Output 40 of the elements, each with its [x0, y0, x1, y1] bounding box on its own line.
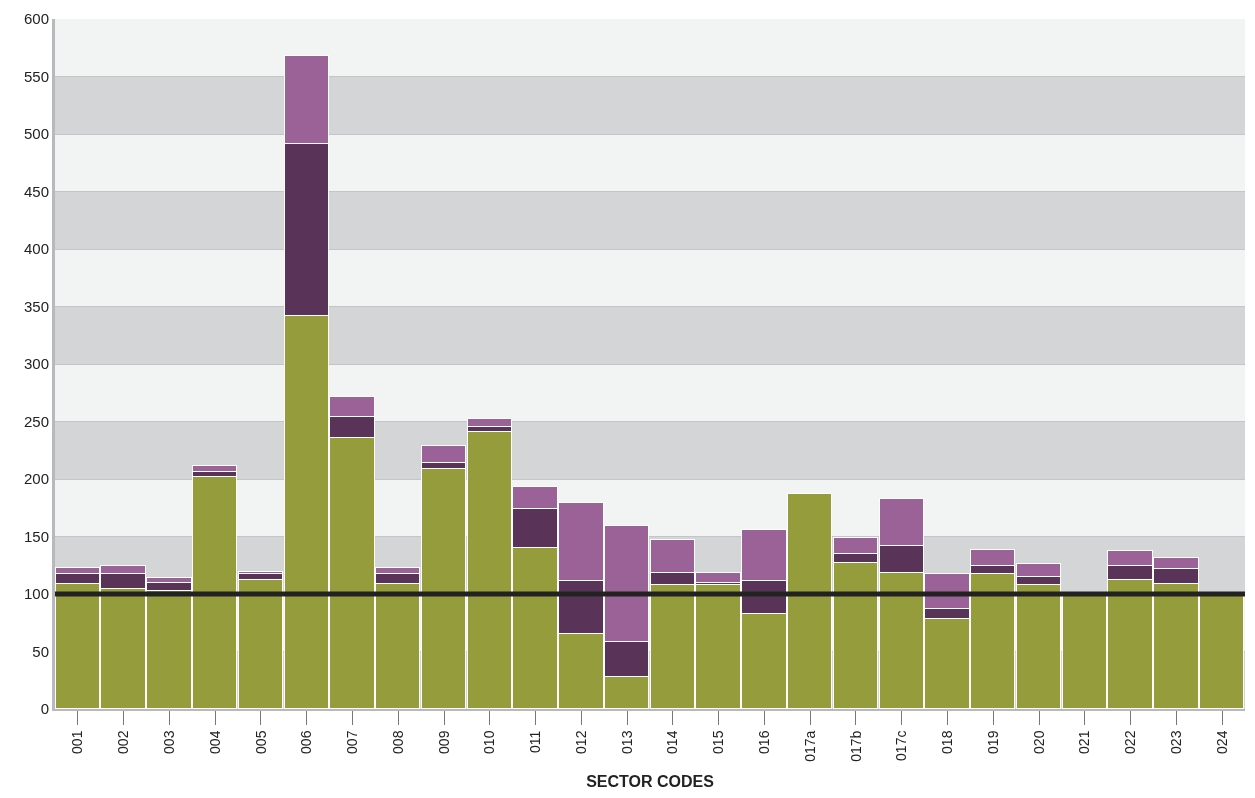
x-tick-label: 005	[252, 730, 269, 754]
y-tick-label: 250	[23, 412, 49, 430]
x-tick-label: 022	[1122, 730, 1139, 754]
x-tick-label: 018	[939, 730, 956, 754]
y-tick-label: 50	[32, 642, 49, 660]
y-tick-label: 200	[23, 470, 49, 488]
x-tick-label: 006	[298, 730, 315, 754]
x-tick-label: 014	[664, 730, 681, 754]
x-tick-label: 004	[206, 730, 223, 754]
y-tick-label: 400	[23, 240, 49, 258]
y-tick-label: 350	[23, 297, 49, 315]
x-tick-label: 009	[435, 730, 452, 754]
x-tick-label: 010	[481, 730, 498, 754]
y-tick-label: 150	[23, 527, 49, 545]
y-tick-label: 100	[23, 585, 49, 603]
x-tick-label: 008	[389, 730, 406, 754]
y-tick-label: 300	[23, 355, 49, 373]
x-tick-label: 024	[1213, 730, 1230, 754]
y-tick-label: 550	[23, 67, 49, 85]
x-tick-label: 007	[344, 730, 361, 754]
x-tick-label: 016	[755, 730, 772, 754]
x-tick-label: 012	[572, 730, 589, 754]
x-tick-label: 011	[527, 730, 544, 753]
y-tick-label: 450	[23, 182, 49, 200]
y-tick-label: 500	[23, 125, 49, 143]
x-tick-label: 017a	[801, 730, 818, 762]
x-tick-label: 013	[618, 730, 635, 754]
x-tick-label: 001	[69, 730, 86, 754]
x-axis-title: SECTOR CODES	[586, 772, 715, 790]
x-tick-label: 003	[160, 730, 177, 754]
x-tick-label: 017b	[847, 730, 864, 762]
x-tick-label: 002	[115, 730, 132, 754]
x-tick-label: 019	[984, 730, 1001, 754]
x-tick-label: 020	[1030, 730, 1047, 754]
x-tick-label: 017c	[893, 730, 910, 761]
x-tick-label: 023	[1167, 730, 1184, 754]
y-tick-label: 600	[23, 10, 49, 28]
x-tick-label: 021	[1076, 730, 1093, 754]
y-tick-label: 0	[40, 700, 49, 718]
x-tick-label: 015	[710, 730, 727, 754]
